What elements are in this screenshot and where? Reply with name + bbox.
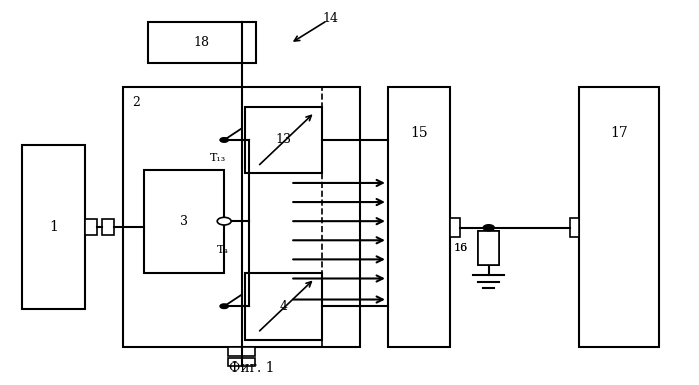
Text: 3: 3 [180,215,188,228]
Text: 4: 4 [280,300,287,313]
Bar [245,107,322,173]
Text: 17: 17 [610,126,628,140]
Circle shape [220,138,229,142]
Bar [85,219,97,235]
Circle shape [220,304,229,308]
Text: 15: 15 [410,126,428,140]
Text: T₁₃: T₁₃ [210,153,226,163]
Text: Фиг. 1: Фиг. 1 [229,361,275,375]
Bar [478,231,499,265]
Bar [478,231,499,265]
Bar [388,87,450,347]
Bar [570,218,579,237]
Text: 18: 18 [194,36,210,49]
Text: T₄: T₄ [217,245,229,255]
Bar [147,22,256,62]
Bar [229,347,255,356]
Bar [22,145,85,309]
Bar [579,87,659,347]
Text: 14: 14 [323,12,339,25]
Circle shape [217,218,231,225]
Text: 2: 2 [132,96,140,109]
Circle shape [483,225,494,231]
Text: 16: 16 [454,243,468,253]
Bar [450,218,460,237]
Bar [101,219,114,235]
Bar [229,358,255,367]
Bar [245,273,322,340]
Bar [144,169,224,273]
Text: 1: 1 [49,220,58,234]
Text: 13: 13 [275,134,291,146]
Bar [123,87,360,347]
Text: 16: 16 [454,243,468,253]
